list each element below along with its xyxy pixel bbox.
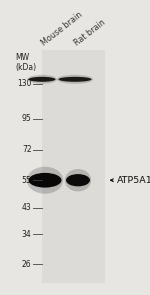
Text: Mouse brain: Mouse brain	[39, 10, 84, 47]
Ellipse shape	[58, 77, 92, 82]
Ellipse shape	[28, 77, 56, 82]
Text: 34: 34	[22, 230, 32, 239]
Ellipse shape	[27, 167, 63, 194]
Ellipse shape	[27, 75, 57, 84]
Text: MW
(kDa): MW (kDa)	[15, 53, 36, 72]
Ellipse shape	[28, 173, 61, 188]
Text: 95: 95	[22, 114, 32, 123]
Text: 43: 43	[22, 203, 32, 212]
Text: 130: 130	[17, 79, 32, 88]
Text: Rat brain: Rat brain	[72, 17, 107, 47]
Text: ATP5A1: ATP5A1	[117, 176, 150, 185]
Text: 26: 26	[22, 260, 32, 269]
FancyBboxPatch shape	[42, 50, 105, 283]
Ellipse shape	[66, 174, 90, 186]
Text: 72: 72	[22, 145, 32, 155]
Ellipse shape	[65, 169, 91, 191]
Text: 55: 55	[22, 176, 32, 185]
Ellipse shape	[57, 75, 93, 84]
